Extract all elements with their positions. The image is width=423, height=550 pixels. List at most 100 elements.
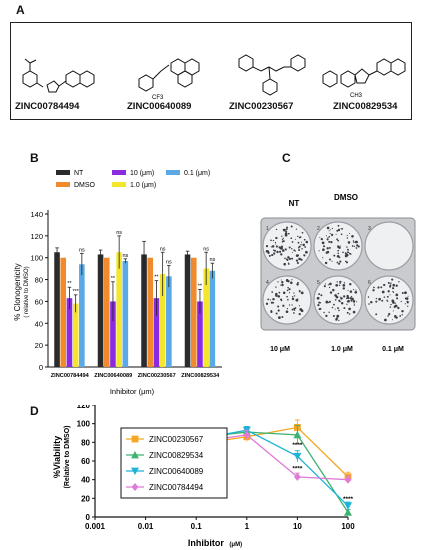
colony-dot	[329, 282, 332, 286]
colony-dot	[285, 228, 288, 231]
colony-dot	[407, 302, 409, 304]
bar-chart-category-label: ZINC00784494	[51, 373, 90, 379]
colony-dot	[392, 291, 395, 293]
colony-dot	[326, 300, 328, 302]
colony-dot	[375, 313, 378, 316]
bar-significance-label: **	[198, 283, 203, 289]
colony-dot	[325, 314, 328, 318]
colony-dot	[334, 308, 336, 310]
structure-1-coumarin-a	[65, 70, 81, 88]
colony-dot	[326, 247, 329, 250]
colony-dot	[328, 235, 331, 238]
colony-dot	[281, 283, 284, 287]
line-chart-x-tick-label: 1	[245, 522, 250, 531]
line-chart-significance-label: ****	[343, 496, 354, 503]
line-chart-x-label: Inhibitor	[188, 538, 224, 548]
colony-dot	[297, 254, 300, 257]
structure-1-coumarin-b	[79, 70, 95, 88]
colony-dot	[339, 300, 341, 303]
colony-dot	[386, 295, 389, 298]
colony-dot	[325, 300, 329, 304]
line-chart-point	[293, 452, 302, 461]
bar	[141, 254, 147, 367]
colony-dot	[327, 284, 330, 286]
colony-dot	[293, 312, 295, 314]
colony-dot	[349, 253, 351, 255]
colony-dot	[342, 287, 346, 290]
colony-dot	[328, 300, 331, 303]
colony-dot	[328, 230, 330, 232]
line-chart-y-tick-label: 60	[81, 457, 90, 466]
colony-dot	[265, 302, 269, 305]
colony-dot	[318, 308, 321, 311]
colony-dot	[272, 297, 275, 301]
colony-dot	[328, 286, 331, 289]
line-chart-point	[131, 435, 139, 443]
colony-dot	[288, 258, 290, 260]
line-chart-point	[344, 508, 352, 516]
colony-dot	[333, 303, 335, 306]
colony-dot	[383, 296, 386, 298]
plate-well	[364, 275, 414, 325]
colony-dot	[293, 292, 295, 294]
colony-dot	[367, 296, 370, 298]
colony-dot	[392, 283, 395, 287]
colony-dot	[338, 309, 340, 312]
colony-dot	[301, 248, 303, 250]
colony-dot	[357, 245, 360, 248]
colony-dot	[295, 238, 297, 240]
colony-dot	[326, 226, 330, 230]
bar-chart-y-tick-label: 120	[30, 232, 43, 241]
colony-dot	[338, 319, 340, 322]
colony-dot	[335, 295, 339, 299]
bar-chart-x-label: Inhibitor (μm)	[110, 387, 155, 396]
colony-dot	[351, 235, 354, 238]
colony-dot	[267, 251, 270, 254]
colony-dot	[305, 240, 309, 244]
colony-dot	[346, 234, 348, 237]
colony-dot	[348, 313, 351, 315]
colony-dot	[287, 286, 289, 289]
colony-dot	[341, 228, 344, 230]
line-chart-legend-label: ZINC00230567	[149, 435, 204, 444]
line-chart-y-tick-label: 0	[86, 513, 91, 522]
colony-dot	[378, 297, 381, 301]
colony-dot	[324, 283, 326, 285]
colony-dot	[336, 281, 338, 283]
colony-dot	[281, 281, 284, 284]
colony-dot	[351, 245, 354, 247]
bar-legend-swatch	[56, 182, 70, 187]
colony-dot	[280, 299, 283, 302]
colony-dot	[297, 241, 300, 244]
colony-dot	[319, 236, 321, 238]
bar	[166, 276, 172, 367]
colony-dot	[318, 293, 321, 296]
line-chart-y-tick-label: 100	[77, 420, 91, 429]
colony-dot	[356, 241, 359, 243]
colony-dot	[336, 238, 339, 241]
colony-dot	[391, 319, 393, 321]
colony-dot	[274, 243, 276, 245]
line-chart-x-unit: (μM)	[229, 542, 242, 548]
colony-dot	[390, 283, 392, 285]
colony-dot	[381, 299, 384, 302]
colony-dot	[399, 315, 402, 317]
colony-dot	[347, 241, 351, 244]
colony-dot	[300, 243, 302, 246]
bar-chart-y-label: % Clonogenicity	[13, 263, 22, 320]
bar	[110, 301, 116, 367]
bar	[72, 303, 79, 367]
colony-dot	[293, 295, 296, 297]
colony-dot	[328, 311, 330, 313]
colony-dot	[290, 237, 293, 240]
colony-dot	[282, 237, 284, 239]
colony-dot	[404, 303, 406, 305]
compound-name-3: ZINC00230567	[229, 101, 294, 112]
bar-significance-label: ns	[116, 230, 122, 236]
colony-dot	[340, 233, 343, 236]
colony-dot	[377, 286, 380, 289]
bar	[66, 298, 73, 367]
colony-dot	[405, 297, 409, 300]
line-chart-y-tick-label: 20	[81, 494, 90, 503]
bar	[54, 252, 60, 367]
